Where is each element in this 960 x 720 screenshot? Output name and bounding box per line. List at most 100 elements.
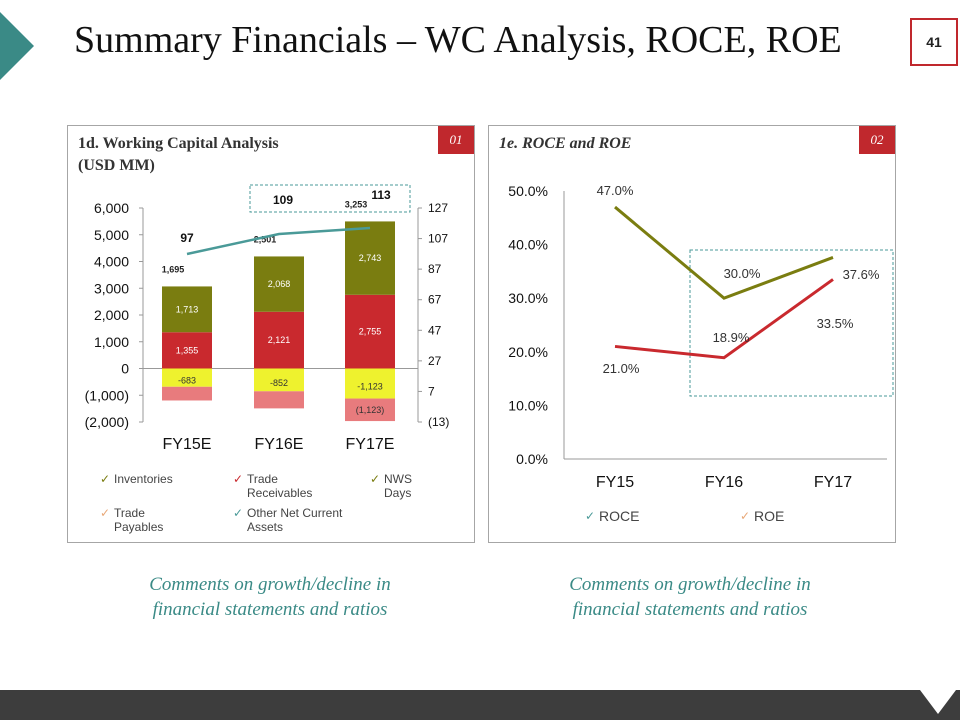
nws-label: 109 [273,193,293,207]
y2-tick-label: 47 [428,323,442,337]
y2-tick-label: 67 [428,293,442,307]
check-icon: ✓ [233,472,244,486]
page-number: 41 [910,18,958,66]
bar-total-label: 2,501 [254,234,277,244]
y-tick-label: 3,000 [94,280,129,296]
y-tick-label: 50.0% [508,183,548,199]
bar-other-nca [162,368,212,387]
legend-label: Other Net Current Assets [247,506,343,534]
roce-data-label: 18.9% [713,330,750,345]
check-icon: ✓ [585,509,596,523]
corner-arrow-icon [0,12,34,80]
x-tick-label: FY17 [814,474,852,491]
legend-label: ROE [754,508,785,524]
bar-label-other-nca: -683 [178,376,196,386]
roe-line [614,205,834,300]
y2-tick-label: 107 [428,232,448,246]
legend-item-other-nca: ✓ Other Net Current Assets [233,506,353,534]
nws-days-line [186,226,371,256]
y-tick-label: 10.0% [508,397,548,413]
bar-label-other-nca: -852 [270,378,288,388]
x-tick-label: FY15E [163,436,212,453]
bar-label-receivables: 2,755 [359,327,382,337]
y-tick-label: 1,000 [94,334,129,350]
check-icon: ✓ [233,506,244,520]
legend-label: ROCE [599,508,640,524]
footer-arrow-icon [920,690,956,714]
y2-tick-label: 87 [428,262,442,276]
y2-tick-label: (13) [428,415,449,429]
roe-data-label: 37.6% [843,267,880,282]
comment-right: Comments on growth/decline in financial … [480,572,900,622]
y2-tick-label: 27 [428,354,442,368]
bar-trade-payables [162,386,212,401]
bar-total-label: 1,695 [162,264,185,274]
y-tick-label: 0.0% [516,451,548,467]
legend-label: Trade Receivables [247,472,313,500]
bar-label-receivables: 1,355 [176,345,199,355]
legend-label: Trade Payables [114,506,164,534]
bar-label-inventories: 2,743 [359,253,382,263]
bar-label-inventories: 1,713 [176,304,199,314]
roce-panel-title: 1e. ROCE and ROE [499,135,632,152]
legend-item-inventories: ✓ Inventories [100,472,173,486]
check-icon: ✓ [100,506,111,520]
x-tick-label: FY16 [705,474,743,491]
check-icon: ✓ [100,472,111,486]
nws-highlight-box [249,184,411,213]
legend-item-roe: ✓ ROE [740,509,784,523]
x-tick-label: FY15 [596,474,634,491]
roce-line [614,278,834,360]
bar-inventories [254,256,304,312]
bar-label-receivables: 2,121 [268,335,291,345]
bar-label-inventories: 2,068 [268,279,291,289]
y2-tick-label: 127 [428,201,448,215]
y-tick-label: 0 [121,361,129,377]
comment-right-line1: Comments on growth/decline in [569,574,811,595]
bar-trade-payables [254,391,304,409]
legend-label: Inventories [114,472,173,486]
bar-trade-receivables [254,311,304,369]
roce-chart: 50.0% 40.0% 30.0% 20.0% 10.0% 0.0% FY15 FY16 FY1… [508,183,894,491]
y-tick-label: 5,000 [94,227,129,243]
wc-title-line2: (USD MM) [78,157,155,174]
x-tick-label: FY17E [346,436,395,453]
bar-label-other-nca: -1,123 [357,382,383,392]
legend-item-trade-receivables: ✓ Trade Receivables [233,472,333,500]
working-capital-panel: 1d. Working Capital Analysis (USD MM) 01… [67,125,475,543]
wc-chart: 6,000 5,000 4,000 3,000 2,000 1,000 0 (1,000) (2… [85,184,449,453]
y2-tick-label: 7 [428,384,435,398]
nws-label: 113 [371,188,391,202]
bar-other-nca [345,368,395,399]
legend-label: NWS Days [384,472,412,500]
y-tick-label: 6,000 [94,200,129,216]
legend-item-roce: ✓ ROCE [585,509,639,523]
check-icon: ✓ [370,472,381,486]
roce-highlight-box [689,249,894,397]
roce-panel-badge: 02 [859,126,895,154]
bar-inventories [345,221,395,295]
bar-trade-receivables [345,294,395,369]
bar-other-nca [254,368,304,392]
roce-roe-panel: 1e. ROCE and ROE 02 50.0% 40.0% 30.0% 20.0%… [488,125,896,543]
wc-panel-title: 1d. Working Capital Analysis (USD MM) [78,133,279,177]
wc-panel-badge: 01 [438,126,474,154]
check-icon: ✓ [740,509,751,523]
bar-trade-payables [345,398,395,422]
x-tick-label: FY16E [255,436,304,453]
footer-bar [0,690,960,720]
y-tick-label: (1,000) [85,387,129,403]
page-title: Summary Financials – WC Analysis, ROCE, … [74,19,842,61]
y-tick-label: 4,000 [94,254,129,270]
wc-title-line1: 1d. Working Capital Analysis [78,135,279,152]
y-tick-label: 20.0% [508,344,548,360]
y-tick-label: (2,000) [85,414,129,430]
bar-inventories [162,286,212,333]
roe-data-label: 47.0% [597,183,634,198]
y-tick-label: 30.0% [508,290,548,306]
roce-data-label: 21.0% [603,361,640,376]
roe-data-label: 30.0% [724,266,761,281]
comment-right-line2: financial statements and ratios [572,599,808,620]
bar-label-trade-payables: (1,123) [356,405,385,415]
comment-left: Comments on growth/decline in financial … [60,572,480,622]
